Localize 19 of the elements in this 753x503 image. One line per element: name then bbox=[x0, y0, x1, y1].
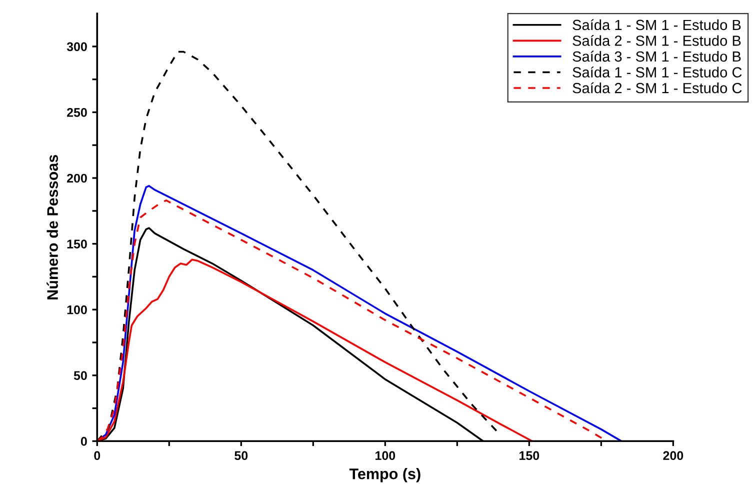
legend-label: Saída 1 - SM 1 - Estudo B bbox=[572, 19, 741, 30]
legend-label: Saída 2 - SM 1 - Estudo C bbox=[572, 82, 742, 94]
y-tick-label: 150 bbox=[67, 240, 87, 248]
x-tick-label: 0 bbox=[94, 451, 100, 460]
y-tick-label: 300 bbox=[66, 42, 87, 52]
y-tick-label: 250 bbox=[66, 108, 87, 117]
legend-label: Saída 3 - SM 1 - Estudo B bbox=[572, 50, 741, 62]
y-tick-label: 50 bbox=[74, 371, 87, 380]
x-tick-label: 150 bbox=[520, 451, 540, 460]
x-tick-label: 200 bbox=[663, 451, 684, 460]
x-tick-label: 50 bbox=[234, 451, 248, 460]
y-tick-label: 200 bbox=[66, 174, 87, 183]
x-tick-label: 100 bbox=[376, 451, 396, 460]
legend-label: Saída 1 - SM 1 - Estudo C bbox=[572, 66, 742, 78]
y-tick-label: 0 bbox=[80, 436, 87, 446]
y-axis-title: Número de Pessoas bbox=[46, 154, 58, 300]
x-axis-title: Tempo (s) bbox=[349, 468, 420, 482]
y-tick-label: 100 bbox=[67, 305, 87, 314]
legend-label: Saída 2 - SM 1 - Estudo B bbox=[572, 35, 741, 46]
